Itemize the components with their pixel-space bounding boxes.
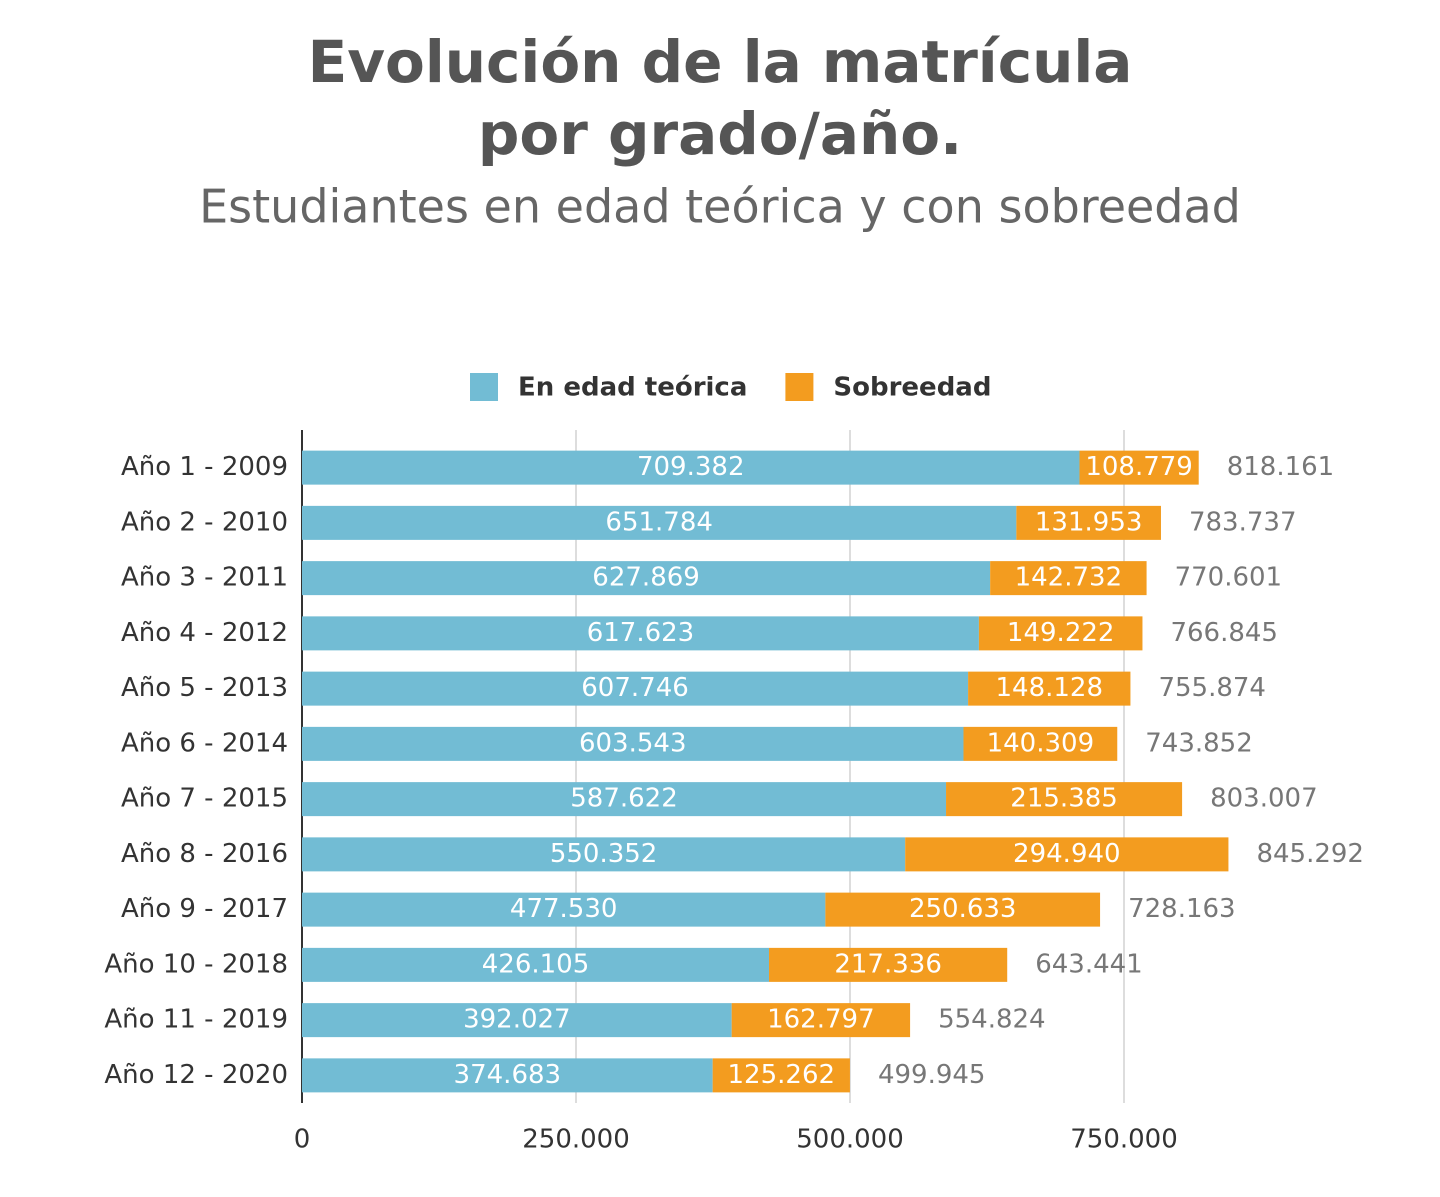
total-label: 770.601 bbox=[1175, 563, 1283, 593]
legend-label: Sobreedad bbox=[833, 373, 991, 403]
total-label: 803.007 bbox=[1210, 784, 1318, 814]
data-label: 131.953 bbox=[1035, 507, 1143, 537]
y-tick-label: Año 3 - 2011 bbox=[121, 563, 288, 593]
y-tick-label: Año 10 - 2018 bbox=[104, 949, 288, 979]
data-label: 162.797 bbox=[767, 1005, 875, 1035]
total-label: 499.945 bbox=[878, 1060, 986, 1090]
data-label: 607.746 bbox=[581, 673, 689, 703]
total-label: 783.737 bbox=[1189, 507, 1297, 537]
bar-segment bbox=[302, 1058, 713, 1093]
x-tick-label: 750.000 bbox=[1070, 1125, 1178, 1155]
y-tick-label: Año 6 - 2014 bbox=[121, 728, 288, 758]
legend-swatch bbox=[470, 373, 498, 401]
data-label: 587.622 bbox=[570, 784, 678, 814]
total-label: 728.163 bbox=[1128, 894, 1236, 924]
data-label: 217.336 bbox=[834, 949, 942, 979]
data-label: 140.309 bbox=[987, 728, 1095, 758]
bar-segment bbox=[825, 892, 1101, 927]
data-label: 709.382 bbox=[637, 452, 745, 482]
bar-segment bbox=[302, 671, 969, 706]
data-label: 392.027 bbox=[463, 1005, 571, 1035]
total-label: 755.874 bbox=[1158, 673, 1266, 703]
bar-segment bbox=[302, 947, 770, 982]
y-tick-label: Año 12 - 2020 bbox=[104, 1060, 288, 1090]
chart-subtitle: Estudiantes en edad teórica y con sobree… bbox=[199, 180, 1241, 234]
legend-label: En edad teórica bbox=[518, 373, 747, 403]
chart-title: por grado/año. bbox=[478, 100, 962, 168]
total-label: 554.824 bbox=[938, 1005, 1046, 1035]
x-tick-label: 0 bbox=[294, 1125, 311, 1155]
bar-segment bbox=[302, 782, 947, 817]
bar-segment bbox=[990, 561, 1147, 596]
y-tick-label: Año 4 - 2012 bbox=[121, 618, 288, 648]
bar-segment bbox=[712, 1058, 850, 1093]
data-label: 215.385 bbox=[1010, 784, 1118, 814]
bar-segment bbox=[302, 837, 906, 872]
bar-segment bbox=[302, 450, 1080, 485]
data-label: 294.940 bbox=[1013, 839, 1121, 869]
data-label: 627.869 bbox=[592, 563, 700, 593]
bar-segment bbox=[968, 671, 1131, 706]
data-label: 651.784 bbox=[605, 507, 713, 537]
total-label: 818.161 bbox=[1227, 452, 1335, 482]
data-label: 108.779 bbox=[1085, 452, 1193, 482]
bar-segment bbox=[731, 1003, 911, 1038]
y-tick-label: Año 11 - 2019 bbox=[104, 1005, 288, 1035]
data-label: 617.623 bbox=[587, 618, 695, 648]
bar-segment bbox=[978, 616, 1143, 651]
legend-swatch bbox=[785, 373, 814, 401]
bar-segment bbox=[302, 505, 1017, 540]
bar-segment bbox=[302, 892, 826, 927]
y-tick-label: Año 7 - 2015 bbox=[121, 784, 288, 814]
bar-segment bbox=[1016, 505, 1161, 540]
y-tick-label: Año 8 - 2016 bbox=[121, 839, 288, 869]
total-label: 766.845 bbox=[1170, 618, 1278, 648]
y-tick-label: Año 1 - 2009 bbox=[121, 452, 288, 482]
bar-segment bbox=[1079, 450, 1199, 485]
chart-title: Evolución de la matrícula bbox=[308, 28, 1133, 96]
y-tick-label: Año 9 - 2017 bbox=[121, 894, 288, 924]
data-label: 603.543 bbox=[579, 728, 687, 758]
total-label: 743.852 bbox=[1145, 728, 1253, 758]
data-label: 374.683 bbox=[454, 1060, 562, 1090]
bar-segment bbox=[302, 1003, 732, 1038]
y-tick-label: Año 5 - 2013 bbox=[121, 673, 288, 703]
total-label: 643.441 bbox=[1035, 949, 1143, 979]
data-label: 149.222 bbox=[1007, 618, 1115, 648]
data-label: 426.105 bbox=[482, 949, 590, 979]
x-tick-label: 500.000 bbox=[796, 1125, 904, 1155]
bar-segment bbox=[302, 561, 991, 596]
data-label: 477.530 bbox=[510, 894, 618, 924]
total-label: 845.292 bbox=[1256, 839, 1364, 869]
data-label: 550.352 bbox=[550, 839, 658, 869]
data-label: 148.128 bbox=[995, 673, 1103, 703]
x-tick-label: 250.000 bbox=[522, 1125, 630, 1155]
bar-segment bbox=[302, 616, 979, 651]
data-label: 125.262 bbox=[728, 1060, 836, 1090]
y-tick-label: Año 2 - 2010 bbox=[121, 507, 288, 537]
bar-segment bbox=[769, 947, 1008, 982]
bar-segment bbox=[963, 726, 1118, 761]
data-label: 250.633 bbox=[909, 894, 1017, 924]
bar-segment bbox=[905, 837, 1229, 872]
data-label: 142.732 bbox=[1015, 563, 1123, 593]
bar-segment bbox=[946, 782, 1183, 817]
bar-segment bbox=[302, 726, 964, 761]
